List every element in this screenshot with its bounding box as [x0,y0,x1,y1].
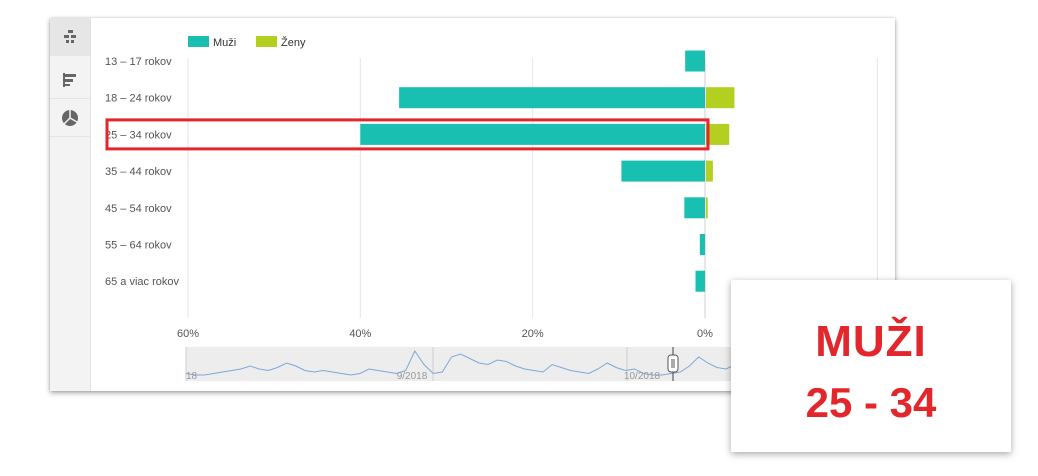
callout-age-range: 25 - 34 [805,379,937,426]
bar-chart-button[interactable] [50,61,90,99]
bar-male [360,123,705,145]
x-tick-label: 0% [697,328,713,340]
category-label: 18 – 24 rokov [105,93,172,105]
chart-type-sidebar [50,18,91,391]
bar-male [699,234,705,255]
navigator-date-label: 10/2018 [624,371,661,382]
chart-panel: Muži Ženy 13 – 17 rokov 18 – 24 rokov 25 – 3… [50,18,895,391]
bar-female [706,197,708,219]
x-tick-label: 60% [177,328,199,340]
bar-male [685,50,705,72]
population-pyramid-icon [64,29,76,43]
bar-female [706,87,735,109]
x-tick-label: 20% [522,328,544,340]
category-label: 13 – 17 rokov [105,56,172,68]
pie-chart-button[interactable] [50,99,90,137]
legend-swatch-male [188,36,209,47]
category-label: 25 – 34 rokov [105,129,172,141]
population-pyramid-chart: Muži Ženy 13 – 17 rokov 18 – 24 rokov 25 – 3… [105,36,878,382]
bar-male [621,160,705,182]
x-tick-label: 40% [349,328,371,340]
category-label: 35 – 44 rokov [105,166,172,178]
bar-male [695,270,705,292]
callout-gender: MUŽI [815,317,927,366]
navigator-date-label: 18 [186,371,198,382]
pie-chart-icon [62,109,78,126]
legend-label-female: Ženy [281,36,306,49]
category-label: 65 a viac rokov [105,276,179,288]
category-label: 45 – 54 rokov [105,203,172,215]
bar-female [706,160,713,182]
bar-male [399,87,705,109]
highlight-box [105,118,710,151]
population-pyramid-button[interactable] [50,18,90,56]
time-navigator: 18 9/2018 10/2018 [185,347,782,382]
legend-label-male: Muži [213,37,236,49]
navigator-sparkline [185,349,782,376]
category-label: 55 – 64 rokov [105,240,172,252]
bar-male [684,197,705,219]
navigator-date-label: 9/2018 [397,371,428,382]
bar-female [706,123,730,145]
bar-chart-icon [63,72,76,87]
chart-legend: Muži Ženy [188,36,306,49]
navigator-selected-area [186,347,731,381]
legend-swatch-female [256,36,277,47]
navigator-handle [667,354,679,373]
highlight-callout: MUŽI 25 - 34 [731,280,1011,452]
